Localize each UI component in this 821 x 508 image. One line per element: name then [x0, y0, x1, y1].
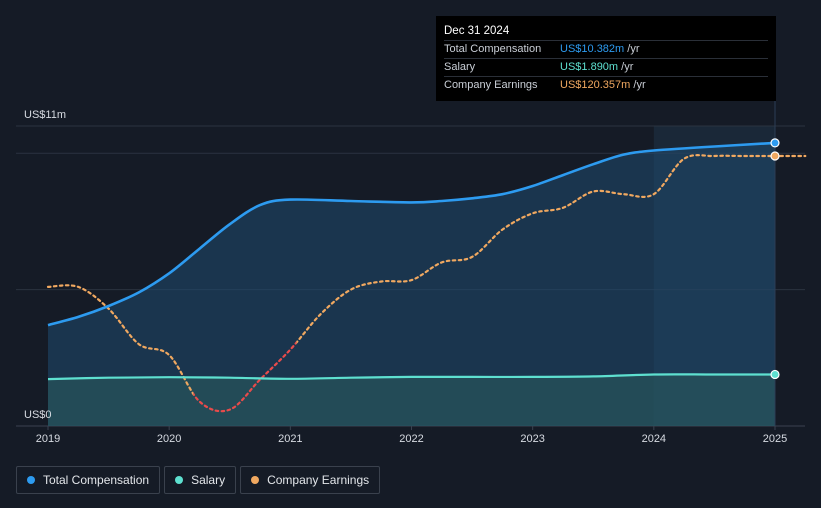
- x-tick-label: 2024: [642, 433, 666, 445]
- legend-label: Company Earnings: [267, 473, 370, 487]
- x-tick-label: 2022: [399, 433, 423, 445]
- total-compensation-line: [47, 141, 776, 327]
- tooltip-label: Company Earnings: [444, 79, 538, 91]
- tooltip-value: US$10.382m: [560, 43, 625, 55]
- tooltip-label: Salary: [444, 61, 476, 73]
- salary-line: [47, 373, 775, 381]
- legend-label: Salary: [191, 473, 226, 487]
- legend-label: Total Compensation: [43, 473, 150, 487]
- x-tick-label: 2023: [520, 433, 544, 445]
- legend: Total Compensation Salary Company Earnin…: [16, 466, 381, 494]
- company-earnings-marker: [770, 151, 780, 161]
- tooltip-row-company-earnings: Company Earnings US$120.357m /yr: [444, 77, 768, 94]
- legend-dot-icon: [251, 476, 260, 484]
- legend-dot-icon: [175, 476, 184, 484]
- company-earnings-line: [46, 154, 807, 413]
- x-tick-label: 2021: [278, 433, 302, 445]
- x-tick-label: 2020: [157, 433, 181, 445]
- x-axis: 2019 2020 2021 2022 2023 2024 2025: [36, 426, 787, 445]
- legend-item-company-earnings[interactable]: Company Earnings: [240, 466, 381, 494]
- tooltip-value: US$1.890m: [560, 61, 619, 73]
- tooltip-unit: /yr: [633, 79, 646, 91]
- tooltip-value: US$120.357m: [560, 79, 631, 91]
- tooltip: Dec 31 2024 Total Compensation US$10.382m…: [436, 16, 776, 101]
- tooltip-unit: /yr: [627, 43, 640, 55]
- y-axis: US$11m US$0: [24, 109, 66, 421]
- y-tick-label-max: US$11m: [24, 109, 66, 121]
- total-compensation-area: [48, 142, 775, 426]
- salary-area: [48, 374, 775, 426]
- x-tick-label: 2025: [763, 433, 787, 445]
- y-tick-label-zero: US$0: [24, 409, 52, 421]
- series-areas: [48, 142, 775, 426]
- tooltip-unit: /yr: [621, 61, 634, 73]
- total-compensation-marker: [770, 138, 780, 148]
- tooltip-date: Dec 31 2024: [444, 22, 768, 41]
- salary-marker: [770, 369, 780, 380]
- legend-item-total-compensation[interactable]: Total Compensation: [16, 466, 161, 494]
- tooltip-row-total-compensation: Total Compensation US$10.382m /yr: [444, 41, 768, 59]
- tooltip-label: Total Compensation: [444, 43, 542, 55]
- series-end-markers: [770, 138, 780, 380]
- legend-dot-icon: [27, 476, 35, 484]
- tooltip-row-salary: Salary US$1.890m /yr: [444, 59, 768, 77]
- legend-item-salary[interactable]: Salary: [164, 466, 237, 494]
- x-tick-label: 2019: [36, 433, 60, 445]
- series-lines: [46, 100, 807, 426]
